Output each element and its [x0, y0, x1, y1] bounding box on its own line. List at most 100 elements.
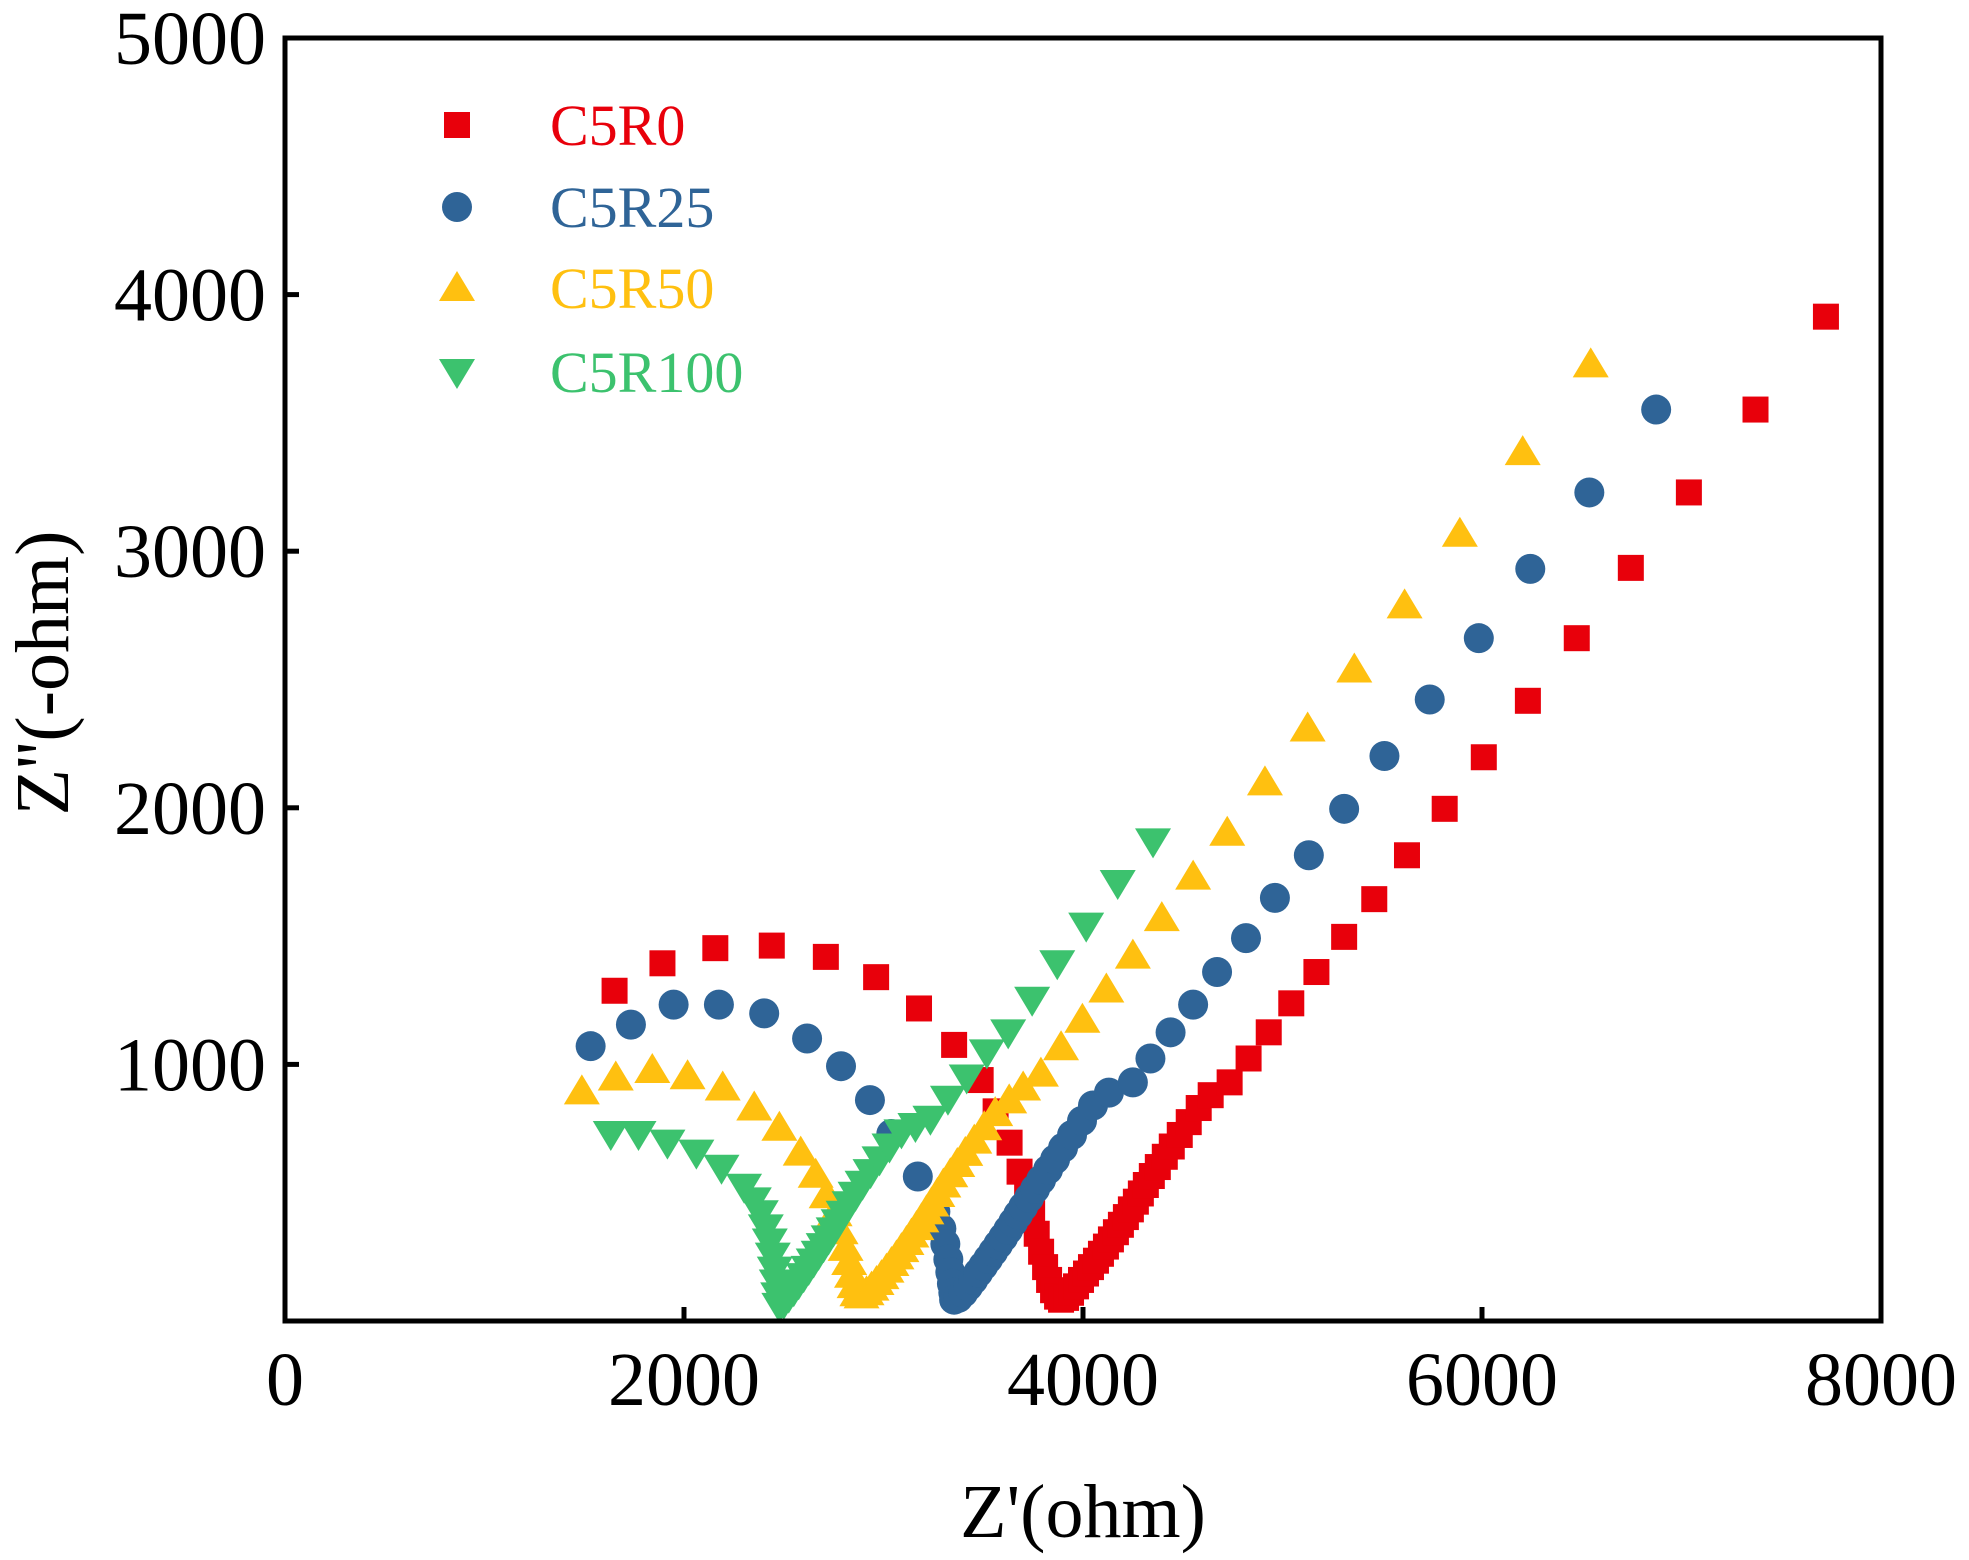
- legend-label: C5R0: [550, 93, 685, 158]
- data-point: [941, 1031, 968, 1058]
- data-point: [1235, 1045, 1262, 1072]
- data-point: [1675, 479, 1702, 506]
- data-point: [597, 1060, 634, 1091]
- data-point: [649, 1129, 686, 1160]
- x-tick-label: 2000: [608, 1338, 760, 1422]
- data-point: [1293, 840, 1324, 871]
- data-point: [1278, 990, 1305, 1017]
- data-point: [1068, 912, 1105, 943]
- legend-label: C5R50: [550, 256, 714, 321]
- data-point: [704, 1070, 741, 1101]
- legend: C5R0 C5R25 C5R50 C5R100: [439, 93, 743, 405]
- data-point: [1336, 652, 1373, 683]
- y-tick-label: 4000: [114, 254, 266, 338]
- data-point: [1114, 938, 1151, 969]
- data-point: [678, 1139, 715, 1170]
- legend-marker: [444, 112, 470, 138]
- data-point: [827, 1230, 864, 1261]
- data-point: [592, 1120, 629, 1151]
- data-point: [996, 1129, 1023, 1156]
- data-point: [1064, 1002, 1101, 1033]
- data-point: [1369, 740, 1400, 771]
- data-point: [702, 935, 729, 962]
- data-point: [1303, 959, 1330, 986]
- y-tick-label: 3000: [114, 510, 266, 594]
- data-point: [1022, 1056, 1059, 1087]
- data-point: [1135, 1043, 1166, 1074]
- data-point: [563, 1074, 600, 1105]
- data-point: [1431, 795, 1458, 822]
- data-point: [1178, 989, 1209, 1020]
- x-axis-ticks: 0 2000 4000 6000 8000: [266, 1307, 1957, 1422]
- data-point: [1259, 882, 1290, 913]
- data-point: [703, 989, 734, 1020]
- data-point: [1202, 957, 1233, 988]
- data-point: [1514, 687, 1541, 714]
- x-tick-label: 6000: [1406, 1338, 1558, 1422]
- data-point: [1043, 1030, 1080, 1061]
- data-point: [1641, 394, 1672, 425]
- y-tick-label: 1000: [114, 1023, 266, 1107]
- y-tick-label: 2000: [114, 767, 266, 851]
- data-point: [863, 964, 890, 991]
- data-point: [649, 950, 676, 977]
- data-point: [1393, 842, 1420, 869]
- x-tick-label: 0: [266, 1338, 304, 1422]
- legend-marker: [442, 192, 472, 222]
- series-C5R25: [575, 394, 1672, 1315]
- data-point: [1572, 347, 1609, 378]
- data-point: [1414, 684, 1445, 715]
- x-axis-title: Z'(ohm): [960, 1470, 1206, 1554]
- data-point: [758, 932, 785, 959]
- data-point: [1386, 588, 1423, 619]
- data-point: [761, 1110, 798, 1141]
- y-axis-ticks: 1000 2000 3000 4000 5000: [114, 0, 299, 1107]
- legend-item-C5R50: C5R50: [439, 256, 714, 321]
- data-point: [669, 1059, 706, 1090]
- data-point: [1515, 553, 1546, 584]
- data-point: [658, 989, 689, 1020]
- data-point: [1617, 554, 1644, 581]
- data-point: [1563, 625, 1590, 652]
- x-tick-label: 4000: [1007, 1338, 1159, 1422]
- data-point: [1135, 828, 1172, 859]
- data-point: [812, 943, 839, 970]
- data-point: [792, 1023, 823, 1054]
- series-C5R0: [601, 303, 1839, 1313]
- data-point: [826, 1051, 857, 1082]
- data-point: [736, 1090, 773, 1121]
- data-point: [1014, 986, 1051, 1017]
- data-point: [1117, 1067, 1148, 1098]
- data-point: [782, 1135, 819, 1166]
- y-axis-title: Z''(-ohm): [1, 531, 85, 816]
- series-C5R100: [592, 828, 1172, 1323]
- data-point: [1246, 765, 1283, 796]
- data-point: [912, 1105, 949, 1136]
- data-point: [1255, 1019, 1282, 1046]
- data-marks: [563, 303, 1839, 1323]
- legend-item-C5R100: C5R100: [439, 340, 743, 405]
- data-point: [620, 1120, 657, 1151]
- data-point: [1289, 711, 1326, 742]
- y-tick-label: 5000: [114, 0, 266, 81]
- data-point: [1742, 396, 1769, 423]
- data-point: [1470, 744, 1497, 771]
- legend-item-C5R25: C5R25: [442, 175, 714, 240]
- data-point: [968, 1039, 1005, 1070]
- data-point: [1812, 303, 1839, 330]
- data-point: [1504, 435, 1541, 466]
- data-point: [1143, 901, 1180, 932]
- data-point: [1209, 815, 1246, 846]
- data-point: [902, 1161, 933, 1192]
- data-point: [615, 1009, 646, 1040]
- data-point: [1093, 1077, 1124, 1108]
- legend-marker: [439, 271, 475, 301]
- data-point: [948, 1064, 985, 1095]
- data-point: [1099, 869, 1136, 900]
- x-tick-label: 8000: [1805, 1338, 1957, 1422]
- data-point: [1463, 623, 1494, 654]
- data-point: [797, 1157, 834, 1188]
- data-point: [1331, 923, 1358, 950]
- data-point: [1155, 1017, 1186, 1048]
